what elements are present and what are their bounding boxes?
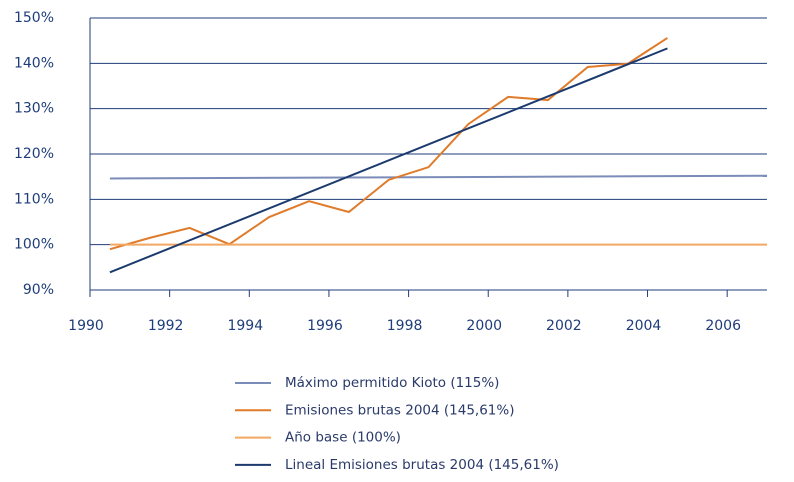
y-tick-label: 90% bbox=[23, 282, 54, 298]
series-line bbox=[109, 174, 768, 180]
y-tick-label: 110% bbox=[14, 191, 54, 207]
y-tick-label: 120% bbox=[14, 146, 54, 162]
legend-label: Año base (100%) bbox=[285, 430, 401, 446]
series-line bbox=[109, 47, 668, 274]
y-tick-label: 130% bbox=[14, 101, 54, 117]
legend-label: Emisiones brutas 2004 (145,61%) bbox=[285, 402, 514, 418]
x-tick-label: 1994 bbox=[227, 318, 263, 334]
y-tick-label: 100% bbox=[14, 237, 54, 253]
y-tick-label: 140% bbox=[14, 55, 54, 71]
x-tick-label: 1996 bbox=[307, 318, 343, 334]
legend-label: Máximo permitido Kioto (115%) bbox=[285, 375, 499, 391]
x-tick-label: 2002 bbox=[546, 318, 582, 334]
series-line bbox=[109, 37, 668, 251]
x-tick-label: 1998 bbox=[387, 318, 423, 334]
x-tick-label: 1992 bbox=[148, 318, 184, 334]
x-tick-label: 1990 bbox=[68, 318, 104, 334]
x-tick-label: 2000 bbox=[466, 318, 502, 334]
x-tick-label: 2006 bbox=[705, 318, 741, 334]
legend-label: Lineal Emisiones brutas 2004 (145,61%) bbox=[285, 457, 559, 473]
x-tick-label: 2004 bbox=[626, 318, 662, 334]
y-tick-label: 150% bbox=[14, 10, 54, 26]
